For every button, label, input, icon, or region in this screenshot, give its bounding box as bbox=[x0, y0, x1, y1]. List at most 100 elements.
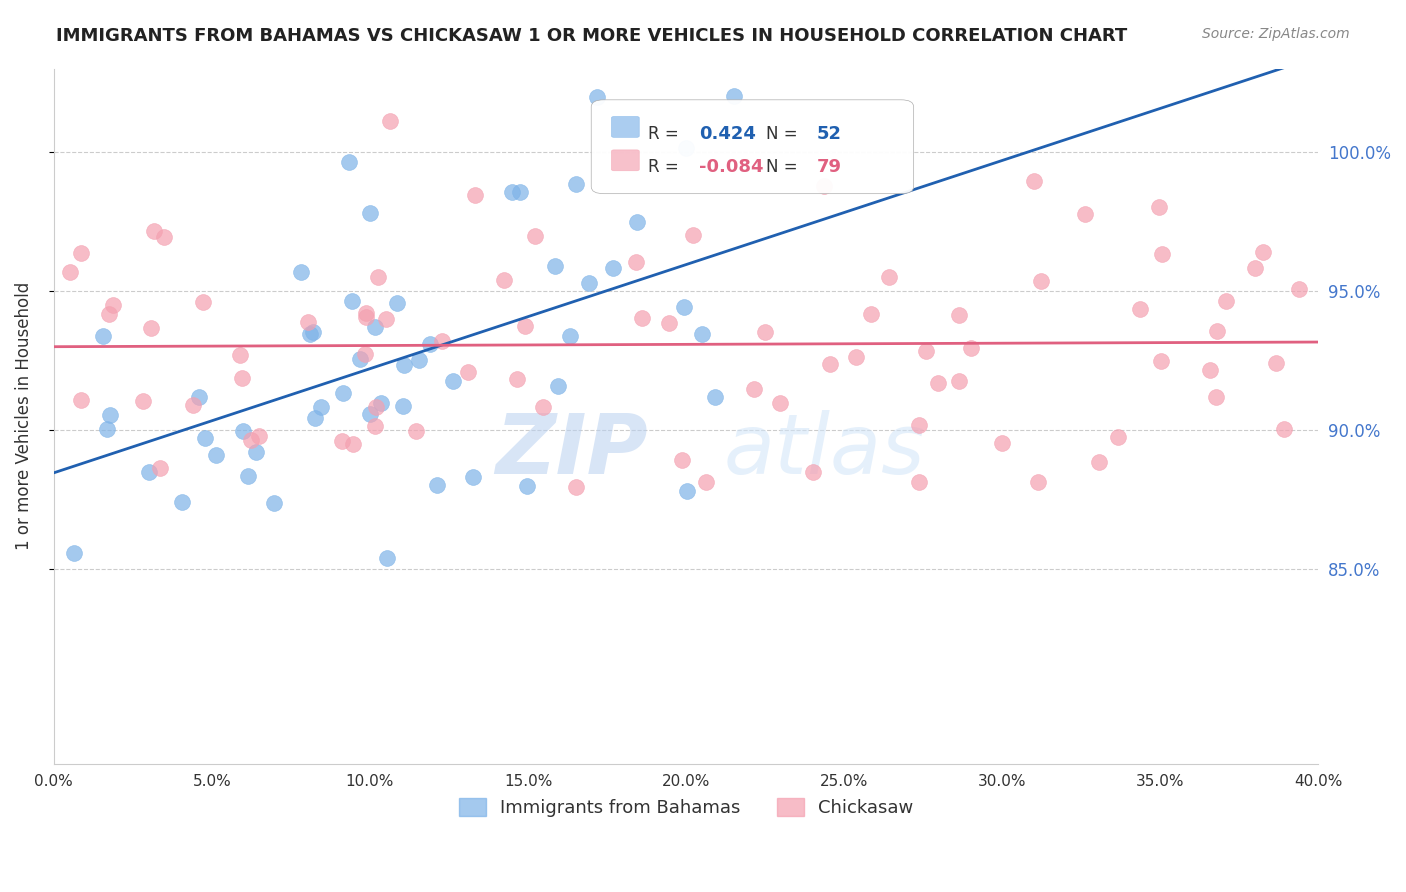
Point bbox=[330, 434, 353, 448]
Point bbox=[578, 277, 600, 291]
Point bbox=[564, 480, 586, 494]
Point bbox=[630, 310, 652, 325]
Point bbox=[1073, 207, 1095, 221]
Point bbox=[1288, 282, 1310, 296]
Text: ZIP: ZIP bbox=[495, 410, 648, 491]
Point bbox=[63, 546, 86, 560]
Point bbox=[1029, 274, 1052, 288]
Point bbox=[153, 229, 176, 244]
Text: 0.424: 0.424 bbox=[699, 125, 755, 143]
Point bbox=[602, 261, 624, 276]
Point bbox=[927, 376, 949, 391]
Point bbox=[908, 417, 931, 432]
Point bbox=[342, 437, 364, 451]
Point bbox=[170, 495, 193, 509]
Point bbox=[98, 408, 121, 422]
Point bbox=[103, 298, 125, 312]
Point bbox=[309, 400, 332, 414]
Point bbox=[69, 393, 91, 408]
FancyBboxPatch shape bbox=[612, 117, 640, 137]
Point bbox=[405, 424, 427, 438]
Point bbox=[464, 187, 486, 202]
Point bbox=[138, 465, 160, 479]
Point bbox=[586, 89, 609, 103]
Point bbox=[181, 398, 204, 412]
Point bbox=[353, 347, 375, 361]
Point bbox=[239, 433, 262, 447]
Point bbox=[304, 411, 326, 425]
Point bbox=[354, 310, 377, 324]
Text: 52: 52 bbox=[817, 125, 841, 143]
Point bbox=[991, 436, 1014, 450]
Point bbox=[658, 316, 681, 330]
Point bbox=[859, 307, 882, 321]
Point bbox=[1088, 455, 1111, 469]
Point bbox=[695, 475, 717, 490]
Point bbox=[1022, 174, 1045, 188]
Point bbox=[547, 379, 569, 393]
Point bbox=[342, 294, 364, 309]
Point bbox=[742, 382, 765, 396]
Point bbox=[392, 358, 415, 372]
Point bbox=[675, 141, 697, 155]
Point bbox=[1264, 356, 1286, 370]
Point bbox=[1199, 362, 1222, 376]
FancyBboxPatch shape bbox=[612, 150, 640, 170]
Point bbox=[960, 341, 983, 355]
Point bbox=[432, 334, 454, 348]
Point bbox=[723, 89, 745, 103]
Point bbox=[297, 315, 319, 329]
Point bbox=[754, 325, 776, 339]
Point bbox=[98, 308, 121, 322]
Text: 79: 79 bbox=[817, 158, 841, 177]
Point bbox=[915, 344, 938, 359]
Point bbox=[1026, 475, 1049, 489]
Point bbox=[948, 375, 970, 389]
Point bbox=[845, 350, 868, 364]
Point bbox=[769, 396, 792, 410]
Point bbox=[187, 390, 209, 404]
Point bbox=[1150, 246, 1173, 260]
Point bbox=[818, 357, 841, 371]
Point bbox=[565, 177, 588, 191]
Point bbox=[675, 484, 697, 499]
Point bbox=[205, 449, 228, 463]
Point bbox=[339, 154, 361, 169]
Point bbox=[364, 320, 387, 334]
Text: -0.084: -0.084 bbox=[699, 158, 763, 177]
Point bbox=[907, 475, 929, 490]
Point bbox=[366, 400, 388, 414]
Point bbox=[332, 385, 354, 400]
Point bbox=[143, 224, 166, 238]
Text: N =: N = bbox=[766, 158, 803, 177]
Point bbox=[263, 496, 285, 510]
Point bbox=[359, 206, 381, 220]
Point bbox=[299, 327, 322, 342]
Legend: Immigrants from Bahamas, Chickasaw: Immigrants from Bahamas, Chickasaw bbox=[451, 790, 921, 824]
Point bbox=[1243, 260, 1265, 275]
Point bbox=[492, 273, 515, 287]
Point bbox=[1205, 390, 1227, 404]
Point bbox=[231, 371, 253, 385]
Point bbox=[813, 179, 835, 194]
Point bbox=[385, 295, 408, 310]
Point bbox=[461, 469, 484, 483]
Point bbox=[367, 270, 389, 285]
Point bbox=[378, 113, 401, 128]
Point bbox=[506, 372, 529, 386]
Point bbox=[191, 295, 214, 310]
Point bbox=[419, 337, 441, 351]
Point bbox=[801, 466, 824, 480]
Point bbox=[682, 228, 704, 243]
Point bbox=[247, 429, 270, 443]
Point bbox=[501, 185, 523, 199]
Text: R =: R = bbox=[648, 125, 685, 143]
Point bbox=[290, 265, 312, 279]
Point bbox=[194, 431, 217, 445]
Point bbox=[131, 394, 153, 409]
Point bbox=[236, 469, 259, 483]
Point bbox=[1272, 421, 1295, 435]
Point bbox=[392, 400, 415, 414]
Point bbox=[70, 246, 93, 260]
Point bbox=[59, 265, 82, 279]
